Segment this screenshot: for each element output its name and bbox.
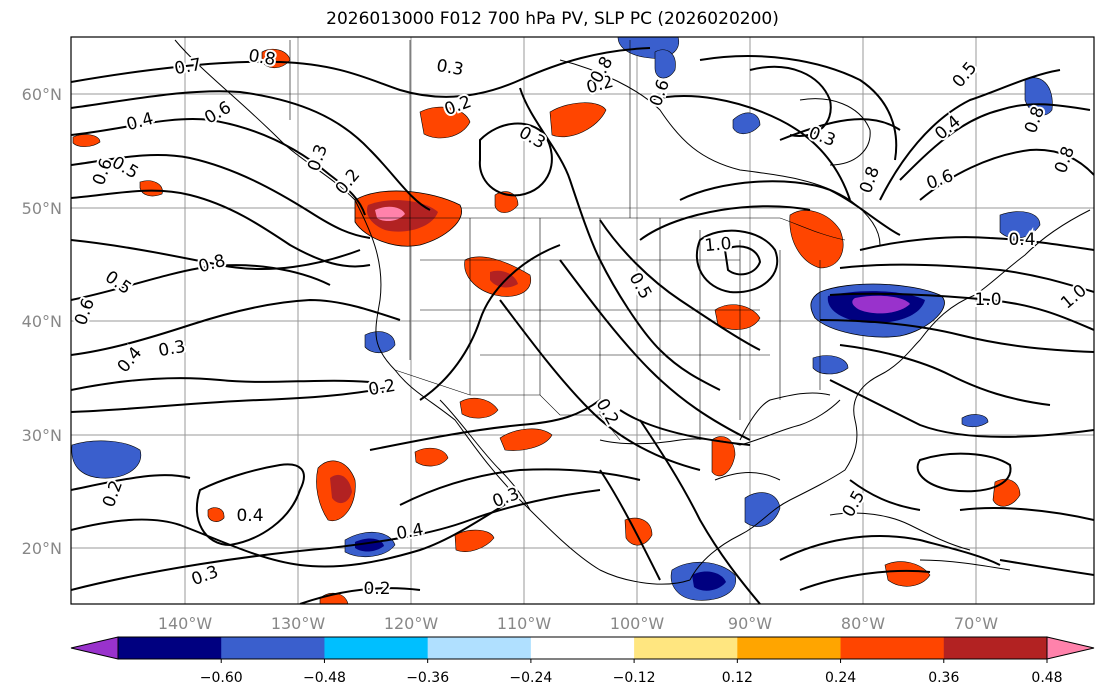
colorbar-segment [221,637,325,659]
latitude-tick-label: 20°N [22,539,62,558]
positive-anomaly [499,428,553,451]
latitude-tick-label: 50°N [22,199,62,218]
contour-label: 1.0 [704,234,733,256]
latitude-ticks: 60°N 50°N 40°N 30°N 20°N [22,85,62,558]
positive-anomaly [72,134,101,147]
colorbar-segment [737,637,842,659]
colorbar-tick-label: −0.48 [303,670,346,686]
latitude-tick-label: 60°N [22,85,62,104]
colorbar-segment [943,637,1048,659]
longitude-tick-label: 130°W [271,614,326,633]
plot-title: 2026013000 F012 700 hPa PV, SLP PC (2026… [326,9,779,29]
colorbar-frame [117,636,1048,660]
colorbar-segment [634,637,738,659]
colorbar-tick-label: 0.24 [825,670,856,686]
longitude-tick-label: 100°W [610,614,665,633]
map-frame [70,36,1095,605]
colorbar-tick-label: −0.12 [613,670,656,686]
contour-lines [71,47,1094,604]
colorbar-tick-label: −0.60 [200,670,243,686]
negative-anomaly [654,49,676,79]
positive-anomaly [454,529,495,552]
positive-anomaly [207,507,225,522]
colorbar-tick-label: 0.48 [1031,670,1062,686]
negative-anomaly [1024,77,1053,116]
positive-anomaly [459,397,499,419]
positive-anomaly [789,210,844,269]
colorbar-segment [427,637,532,659]
longitude-tick-label: 140°W [158,614,213,633]
positive-anomaly [549,102,607,138]
positive-anomaly-core [330,474,352,504]
longitude-tick-label: 80°W [841,614,885,633]
positive-anomaly [884,561,931,587]
contour-label: 0.4 [236,506,263,526]
negative-anomaly [364,331,396,354]
negative-anomaly-core [692,571,726,591]
longitude-ticks: 140°W 130°W 120°W 110°W 100°W 90°W 80°W 70°W [158,614,998,633]
colorbar-extend-high [1046,636,1095,660]
positive-anomaly [494,191,519,213]
negative-anomaly [812,355,849,375]
negative-anomaly [732,112,761,134]
contour-label: 1.0 [974,290,1001,310]
positive-anomaly [714,304,761,330]
longitude-tick-label: 90°W [728,614,772,633]
longitude-tick-label: 70°W [954,614,998,633]
longitude-tick-label: 120°W [384,614,439,633]
latitude-tick-label: 30°N [22,426,62,445]
negative-anomaly [999,211,1041,239]
colorbar-tick-label: 0.36 [928,670,959,686]
contour-label: 0.3 [435,56,465,80]
colorbar-segment [530,637,635,659]
contour-label: 0.4 [1008,230,1035,250]
positive-anomaly [414,447,449,467]
political-borders [289,40,846,441]
colorbar-tick-label: 0.12 [722,670,753,686]
colorbar-extend-low [70,636,119,660]
negative-anomaly [961,414,989,428]
colorbar-segment [840,637,945,659]
colorbar-tick-label: −0.24 [509,670,552,686]
positive-anomaly [711,436,736,477]
positive-anomaly [419,106,471,139]
positive-anomaly-peak [375,206,405,222]
contour-label: 0.2 [363,579,390,599]
colorbar: −0.60 −0.48 −0.36 −0.24 −0.12 0.12 0.24 0.36 0.4… [70,636,1095,686]
latitude-tick-label: 40°N [22,312,62,331]
longitude-tick-label: 110°W [497,614,552,633]
colorbar-tick-label: −0.36 [406,670,449,686]
colorbar-segment [118,637,222,659]
negative-anomaly [71,440,142,479]
colorbar-segment [324,637,429,659]
negative-anomaly-peak [852,295,910,314]
negative-anomaly [744,492,781,527]
